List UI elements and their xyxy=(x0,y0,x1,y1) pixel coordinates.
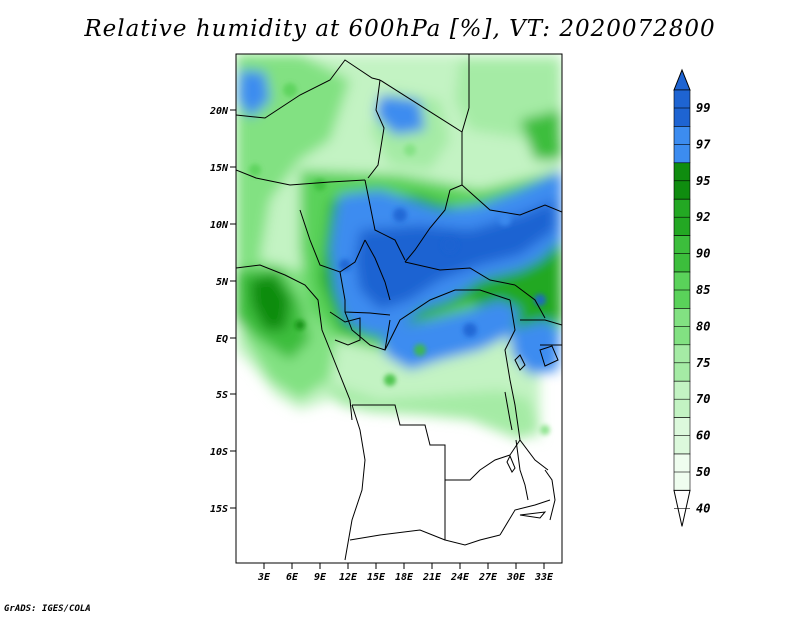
lat-label: 5S xyxy=(216,390,228,401)
lat-label: 20N xyxy=(209,106,229,117)
lon-label: 18E xyxy=(395,572,414,583)
colorbar-label: 40 xyxy=(696,501,710,515)
colorbar-label: 50 xyxy=(696,465,710,479)
colorbar-label: 92 xyxy=(696,210,710,224)
colorbar-label: 60 xyxy=(696,429,710,443)
colorbar-label: 80 xyxy=(696,319,710,333)
colorbar-label: 70 xyxy=(696,392,710,406)
lat-label: 15S xyxy=(210,504,228,515)
country-borders xyxy=(236,54,562,561)
lat-label: 10N xyxy=(210,220,229,231)
colorbar-top-arrow xyxy=(673,68,691,91)
lat-label: EQ xyxy=(216,334,228,345)
lon-label: 24E xyxy=(450,572,470,583)
humidity-field xyxy=(236,54,562,563)
lon-label: 33E xyxy=(534,572,554,583)
colorbar-label: 95 xyxy=(696,174,710,188)
lat-label: 10S xyxy=(210,447,228,458)
colorbar-label: 85 xyxy=(696,283,710,297)
lon-label: 15E xyxy=(367,572,386,583)
lon-label: 30E xyxy=(506,572,526,583)
chart-title: Relative humidity at 600hPa [%], VT: 202… xyxy=(84,16,716,42)
lon-label: 6E xyxy=(286,572,299,583)
colorbar: 99 97 95 92 90 85 80 75 70 60 50 40 xyxy=(673,68,711,527)
lon-label: 21E xyxy=(422,572,442,583)
lat-label: 15N xyxy=(210,163,229,174)
map-frame xyxy=(235,53,563,564)
colorbar-label: 97 xyxy=(696,137,711,151)
colorbar-label: 75 xyxy=(696,356,710,370)
lon-label: 3E xyxy=(257,572,271,583)
lon-label: 27E xyxy=(478,572,498,583)
credit-label: GrADS: IGES/COLA xyxy=(4,604,91,614)
colorbar-label: 99 xyxy=(696,101,710,115)
lat-axis: 20N 15N 10N 5N EQ 5S 10S 15S xyxy=(209,106,236,515)
colorbar-label: 90 xyxy=(696,247,710,261)
lon-label: 12E xyxy=(339,572,358,583)
lat-label: 5N xyxy=(216,277,229,288)
lon-label: 9E xyxy=(314,572,327,583)
lon-axis: 3E 6E 9E 12E 15E 18E 21E 24E 27E 30E 33E xyxy=(257,563,554,583)
